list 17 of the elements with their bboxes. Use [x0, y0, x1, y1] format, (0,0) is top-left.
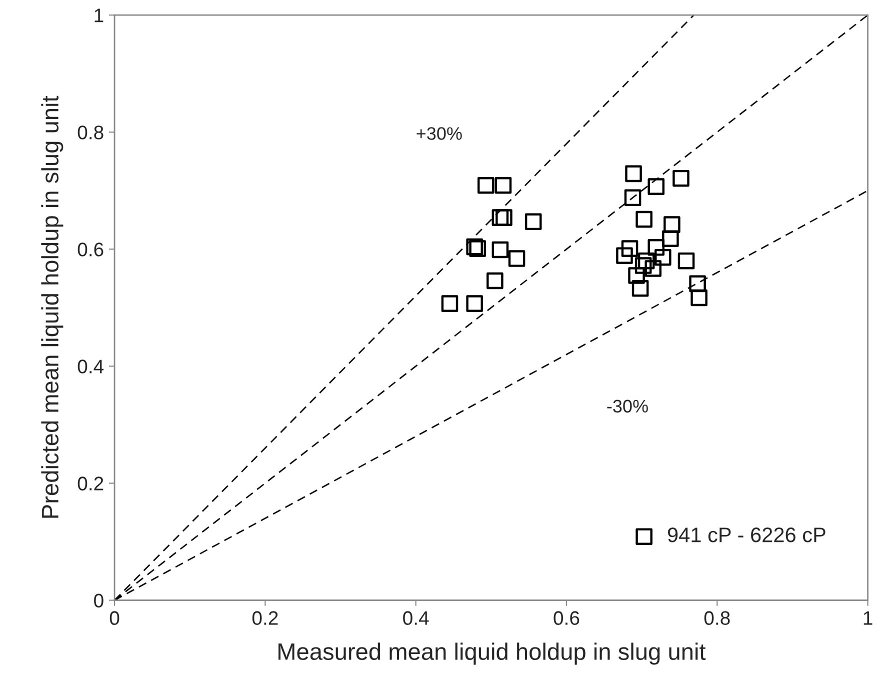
legend-label: 941 cP - 6226 cP	[668, 528, 826, 542]
annotation: -30%	[607, 400, 648, 413]
x-tick-label: 0.4	[403, 611, 429, 625]
y-tick-label: 0.2	[78, 476, 104, 490]
x-tick-label: 0.8	[704, 611, 730, 625]
x-tick-label: 1	[864, 611, 872, 625]
y-axis-title: Predicted mean liquid holdup in slug unit	[41, 96, 64, 518]
y-tick-label: 0.6	[78, 242, 104, 256]
x-tick-label: 0	[110, 611, 120, 625]
y-tick-label: 0.8	[78, 126, 104, 140]
y-tick-label: 0	[94, 594, 104, 608]
y-tick-label: 1	[94, 8, 104, 22]
annotation: +30%	[416, 127, 462, 140]
x-tick-label: 0.2	[252, 611, 278, 625]
y-tick-label: 0.4	[78, 360, 104, 374]
x-axis-title: Measured mean liquid holdup in slug unit	[278, 642, 706, 665]
x-tick-label: 0.6	[554, 611, 580, 625]
